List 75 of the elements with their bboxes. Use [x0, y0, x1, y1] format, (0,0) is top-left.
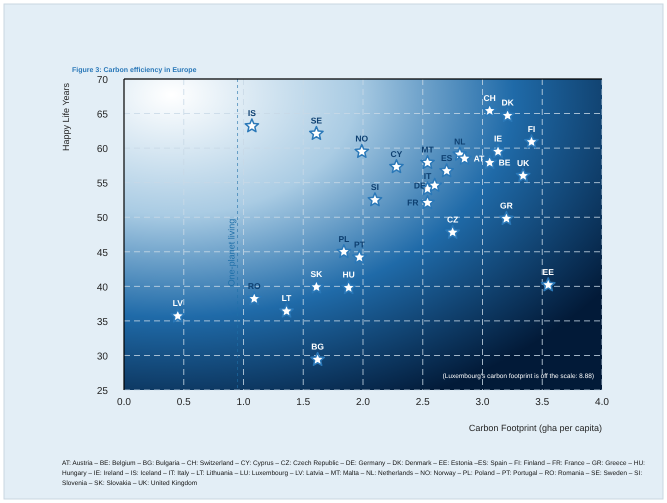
- point: [482, 103, 498, 118]
- y-tick-label: 40: [96, 282, 108, 294]
- point: [352, 250, 367, 264]
- annotation: CZ: [446, 214, 458, 224]
- annotation: AT: [474, 153, 486, 164]
- y-tick-label: 50: [96, 213, 108, 224]
- point: [490, 144, 506, 158]
- annotation: SI: [370, 182, 379, 192]
- point: [524, 134, 539, 148]
- annotation: NL: [454, 136, 466, 146]
- annotation: LT: [282, 293, 292, 304]
- x-tick-label: 2.0: [356, 397, 370, 408]
- annotation: SK: [310, 269, 324, 280]
- annotation: UK: [516, 158, 530, 168]
- point: [279, 303, 294, 318]
- annotation: DE: [414, 180, 426, 190]
- annotation: IS: [248, 108, 256, 118]
- annotation: BG: [311, 342, 324, 352]
- point: [498, 210, 514, 226]
- point: [246, 291, 262, 306]
- point: [308, 279, 324, 294]
- point: [341, 280, 356, 294]
- y-tick-label: 25: [96, 386, 108, 397]
- point: [420, 194, 435, 210]
- annotation: GR: [500, 200, 513, 211]
- annotation: HU: [342, 270, 355, 280]
- point: [445, 224, 460, 239]
- y-tick-label: 55: [96, 178, 108, 190]
- point: [336, 244, 352, 258]
- annotation: IE: [494, 134, 502, 144]
- point: [500, 108, 515, 122]
- annotation: SE: [310, 116, 322, 126]
- x-tick-label: 1.5: [296, 397, 311, 408]
- point: [457, 150, 472, 165]
- annotation: MT: [421, 144, 434, 155]
- annotation: FR: [407, 198, 419, 208]
- x-tick-label: 4.0: [595, 397, 610, 408]
- annotation: DK: [501, 98, 515, 108]
- annotation: FI: [528, 124, 536, 134]
- y-tick-label: 65: [96, 110, 108, 121]
- x-axis-title: Carbon Footprint (gha per capita): [468, 423, 602, 433]
- y-tick-label: 60: [96, 144, 108, 156]
- point: [420, 154, 435, 170]
- x-tick-label: 1.0: [236, 397, 251, 408]
- y-tick-label: 70: [96, 75, 108, 86]
- x-tick-label: 2.5: [416, 397, 430, 408]
- annotation: BE: [498, 158, 511, 168]
- x-tick-label: 0.5: [176, 397, 192, 408]
- annotation: CY: [390, 148, 403, 159]
- annotation: NO: [355, 134, 369, 144]
- x-tick-label: 0.0: [117, 397, 132, 408]
- annotation: EE: [542, 266, 554, 277]
- y-tick-label: 30: [96, 351, 108, 362]
- point: [170, 308, 186, 322]
- point: [540, 277, 556, 292]
- y-tick-label: 45: [96, 248, 108, 259]
- annotation: PT: [354, 239, 366, 250]
- y-tick-label: 35: [96, 316, 108, 328]
- annotation: PL: [338, 234, 350, 244]
- point: [427, 178, 442, 192]
- point: [368, 192, 382, 206]
- point: [244, 118, 260, 132]
- annotation: ES: [440, 152, 453, 163]
- x-tick-label: 3.0: [476, 397, 490, 408]
- x-tick-label: 3.5: [535, 397, 550, 408]
- annotation: IT: [424, 170, 432, 181]
- point: [308, 126, 324, 140]
- point: [354, 144, 370, 158]
- point: [389, 159, 404, 174]
- annotation: LV: [172, 298, 184, 308]
- point: [516, 168, 531, 182]
- annotation: CH: [484, 92, 496, 103]
- point: [439, 163, 454, 178]
- y-axis-title: Happy Life Years: [61, 82, 71, 152]
- point: [310, 352, 325, 366]
